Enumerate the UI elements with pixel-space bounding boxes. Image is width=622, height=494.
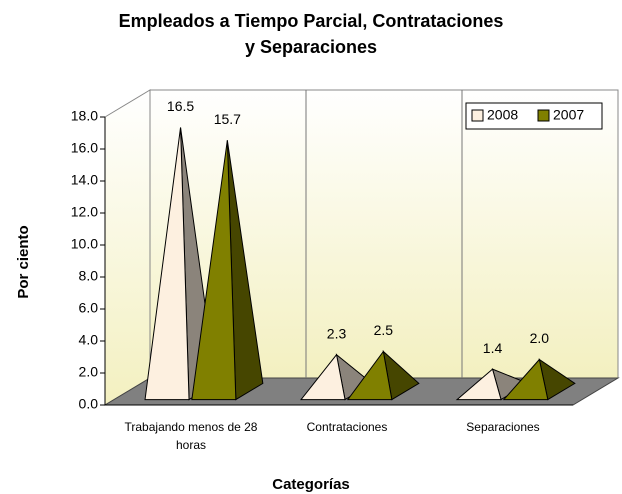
- x-tick-label: Separaciones: [466, 420, 540, 434]
- value-label: 2.3: [327, 325, 347, 341]
- pyramid-front: [144, 127, 190, 401]
- value-label: 15.7: [214, 111, 241, 127]
- legend-swatch: [537, 109, 550, 122]
- y-tick-label: 18.0: [71, 108, 98, 124]
- y-tick-label: 16.0: [71, 140, 98, 156]
- chart-title: y Separaciones: [245, 37, 377, 57]
- pyramid: [502, 358, 576, 401]
- value-label: 1.4: [483, 340, 503, 356]
- chart-title: Empleados a Tiempo Parcial, Contratacion…: [119, 11, 504, 31]
- legend: [465, 102, 603, 130]
- legend-swatch: [471, 109, 484, 122]
- pyramid-front: [502, 358, 549, 401]
- pyramid-front: [300, 353, 346, 401]
- y-tick-label: 0.0: [79, 396, 99, 412]
- y-axis-title: Por ciento: [15, 225, 32, 298]
- y-tick-label: 8.0: [79, 268, 99, 284]
- value-label: 16.5: [167, 98, 194, 114]
- x-tick-label: Contrataciones: [306, 420, 388, 434]
- pyramid-front: [455, 368, 502, 401]
- x-axis-title: Categorías: [272, 476, 350, 493]
- y-tick-label: 14.0: [71, 172, 98, 188]
- pyramid: [191, 140, 264, 401]
- value-label: 2.0: [530, 330, 550, 346]
- legend-label: 2007: [553, 107, 584, 123]
- y-tick-label: 10.0: [71, 236, 98, 252]
- pyramid-front: [191, 140, 237, 401]
- y-tick-label: 4.0: [79, 332, 99, 348]
- y-tick-label: 2.0: [79, 364, 99, 380]
- legend-label: 2008: [487, 107, 518, 123]
- pyramid: [346, 350, 420, 401]
- pyramid: [455, 368, 530, 401]
- value-label: 2.5: [374, 322, 394, 338]
- side-wall: [104, 89, 151, 406]
- pyramid-front: [346, 350, 393, 401]
- x-tick-label: Trabajando menos de 28 horas: [124, 420, 258, 452]
- y-tick-label: 6.0: [79, 300, 99, 316]
- y-tick-label: 12.0: [71, 204, 98, 220]
